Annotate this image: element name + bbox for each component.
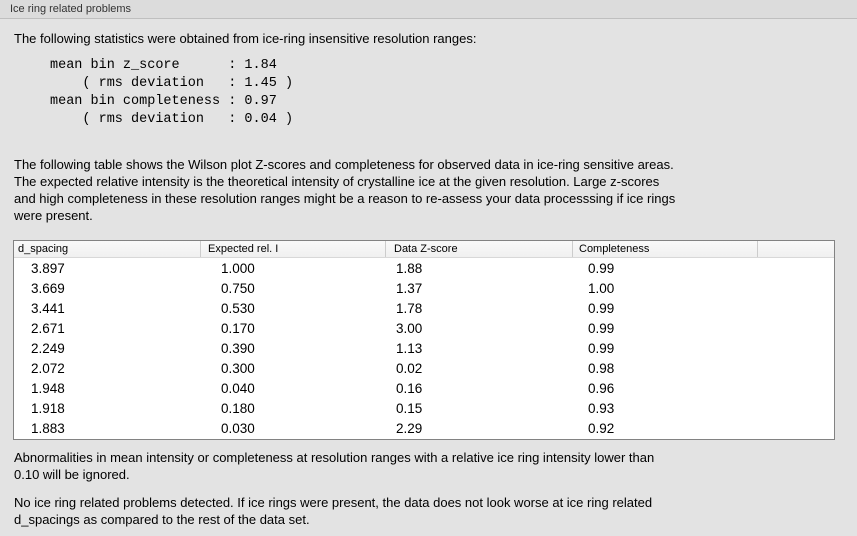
table-cell: 2.671 (31, 320, 65, 336)
table-description: The following table shows the Wilson plo… (14, 157, 676, 223)
table-cell: 0.99 (588, 260, 615, 276)
table-cell: 0.16 (396, 381, 423, 397)
table-row[interactable]: 2.671 0.170 3.00 0.99 (14, 318, 834, 339)
stats-block: mean bin z_score : 1.84 ( rms deviation … (50, 58, 294, 127)
table-row[interactable]: 3.897 1.000 1.88 0.99 (14, 258, 834, 279)
table-cell: 1.00 (588, 280, 615, 296)
table-cell: 3.669 (31, 280, 65, 296)
table-cell: 1.883 (31, 421, 65, 437)
table-cell: 1.000 (221, 260, 255, 276)
intro-text: The following statistics were obtained f… (14, 31, 477, 46)
table-body: 3.897 1.000 1.88 0.99 3.669 0.750 1.37 1.00 3.44… (14, 258, 834, 439)
table-cell: 0.99 (588, 340, 615, 356)
table-cell: 0.93 (588, 401, 615, 417)
section-header: Ice ring related problems (0, 0, 857, 19)
table-row[interactable]: 3.441 0.530 1.78 0.99 (14, 298, 834, 319)
column-header-d-spacing[interactable]: d_spacing (14, 241, 201, 257)
table-cell: 0.180 (221, 401, 255, 417)
table-cell: 1.37 (396, 280, 423, 296)
table-row[interactable]: 1.948 0.040 0.16 0.96 (14, 378, 834, 399)
ice-ring-table: d_spacing Expected rel. I Data Z-score Comp… (13, 240, 835, 440)
table-row[interactable]: 3.669 0.750 1.37 1.00 (14, 278, 834, 299)
table-cell: 0.530 (221, 300, 255, 316)
table-cell: 0.15 (396, 401, 423, 417)
ignore-note: Abnormalities in mean intensity or compl… (14, 450, 655, 482)
table-row[interactable]: 2.072 0.300 0.02 0.98 (14, 358, 834, 379)
table-cell: 3.897 (31, 260, 65, 276)
column-header-data-z-score[interactable]: Data Z-score (386, 241, 573, 257)
table-cell: 2.29 (396, 421, 423, 437)
table-header-row: d_spacing Expected rel. I Data Z-score Comp… (14, 241, 834, 258)
table-cell: 1.13 (396, 340, 423, 356)
column-header-expected-rel-i[interactable]: Expected rel. I (201, 241, 386, 257)
table-cell: 0.98 (588, 361, 615, 377)
column-header-completeness[interactable]: Completeness (573, 241, 758, 257)
table-cell: 2.249 (31, 340, 65, 356)
table-cell: 0.390 (221, 340, 255, 356)
table-cell: 0.99 (588, 320, 615, 336)
table-cell: 1.918 (31, 401, 65, 417)
table-row[interactable]: 1.883 0.030 2.29 0.92 (14, 418, 834, 439)
table-cell: 0.300 (221, 361, 255, 377)
table-row[interactable]: 1.918 0.180 0.15 0.93 (14, 398, 834, 419)
table-cell: 1.88 (396, 260, 423, 276)
table-row[interactable]: 2.249 0.390 1.13 0.99 (14, 338, 834, 359)
table-cell: 0.170 (221, 320, 255, 336)
table-cell: 0.030 (221, 421, 255, 437)
table-cell: 0.750 (221, 280, 255, 296)
table-cell: 3.00 (396, 320, 423, 336)
table-cell: 0.92 (588, 421, 615, 437)
table-cell: 0.96 (588, 381, 615, 397)
table-cell: 3.441 (31, 300, 65, 316)
table-cell: 0.99 (588, 300, 615, 316)
section-title: Ice ring related problems (10, 3, 132, 15)
conclusion-text: No ice ring related problems detected. I… (14, 495, 653, 527)
table-cell: 0.040 (221, 381, 255, 397)
column-header-blank[interactable] (758, 241, 834, 257)
table-cell: 1.948 (31, 381, 65, 397)
table-cell: 1.78 (396, 300, 423, 316)
table-cell: 2.072 (31, 361, 65, 377)
table-cell: 0.02 (396, 361, 423, 377)
